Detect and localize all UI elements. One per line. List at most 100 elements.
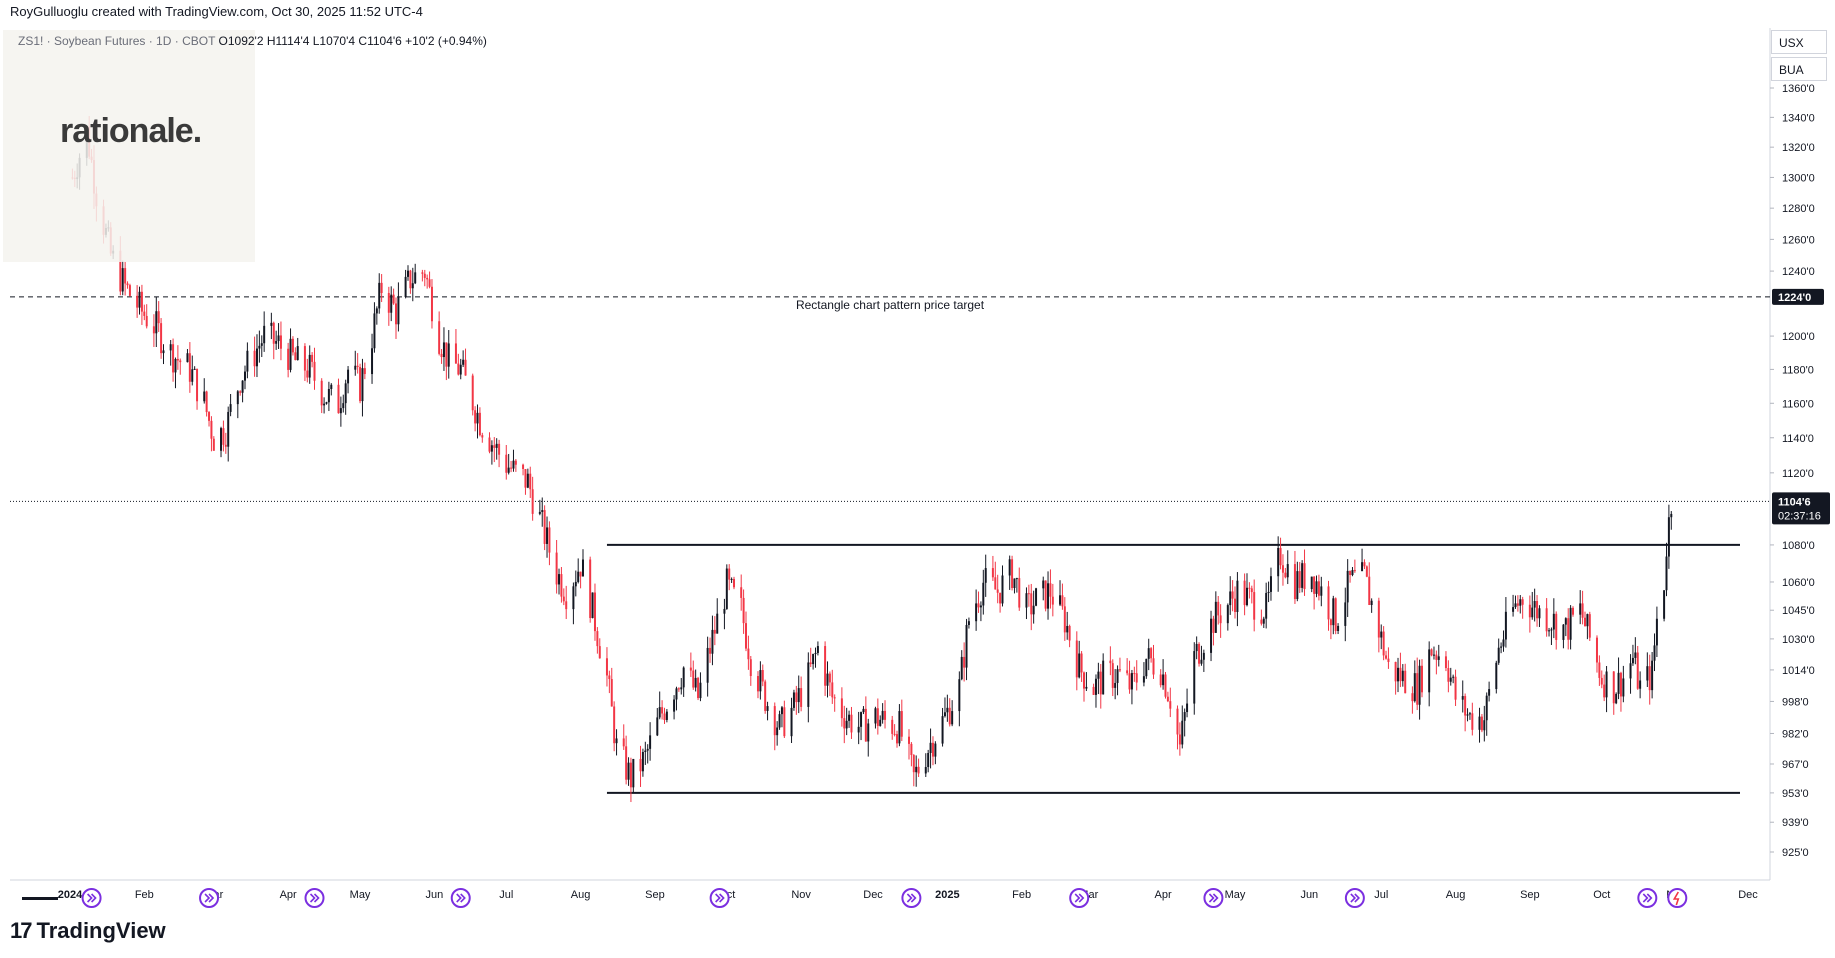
candle-body	[605, 658, 608, 676]
candle-body	[1502, 639, 1505, 647]
candle-body	[1401, 670, 1404, 682]
unit-selector[interactable]: BUA	[1771, 57, 1827, 81]
candle-body	[1236, 580, 1239, 612]
candle-body	[1186, 703, 1189, 713]
candle-body	[931, 742, 934, 757]
lightning-glyph	[1672, 891, 1680, 906]
candle-body	[982, 582, 985, 606]
candle-body	[1178, 734, 1181, 745]
candle-body	[896, 734, 899, 744]
candle-body	[994, 577, 997, 590]
candle-body	[665, 711, 668, 720]
candle-body	[152, 326, 155, 334]
candle-body	[867, 723, 870, 742]
candle-body	[442, 342, 445, 358]
candle-body	[713, 629, 716, 634]
candle-body	[1102, 660, 1105, 695]
candle-body	[1109, 660, 1112, 664]
candle-body	[797, 688, 800, 703]
candle-body	[457, 363, 460, 375]
candle-body	[320, 380, 323, 406]
candle-body	[193, 368, 196, 370]
candle-body	[1444, 656, 1447, 669]
candle-body	[169, 344, 172, 351]
candle-body	[915, 766, 918, 773]
candle-body	[428, 279, 431, 287]
price-tick-label: 953'0	[1782, 788, 1809, 800]
candle-body	[546, 527, 549, 544]
candle-body	[1068, 625, 1071, 641]
candle-body	[627, 762, 630, 780]
candle-body	[258, 345, 261, 349]
time-tick-label: Dec	[1738, 889, 1758, 901]
candle-body	[363, 368, 366, 375]
price-tick-label: 1014'0	[1782, 665, 1815, 677]
candle-body	[795, 692, 798, 703]
tradingview-logo[interactable]: 17 TradingView	[10, 918, 166, 944]
candle-body	[1583, 617, 1586, 627]
candle-body	[1428, 649, 1431, 693]
candle-body	[1353, 570, 1356, 572]
candle-body	[776, 727, 779, 736]
candle-body	[673, 699, 676, 712]
candle-body	[1648, 666, 1651, 691]
candle-body	[1260, 619, 1263, 624]
candle-body	[236, 391, 239, 405]
candle-body	[1202, 652, 1205, 660]
candle-body	[414, 272, 417, 284]
candle-body	[958, 679, 961, 712]
candle-body	[1162, 674, 1165, 686]
candle-body	[462, 359, 465, 365]
candle-body	[1094, 678, 1097, 695]
candle-body	[447, 343, 450, 367]
candle-body	[749, 659, 752, 677]
candle-body	[1346, 570, 1349, 603]
candle-body	[766, 706, 769, 711]
candle-body	[1437, 656, 1440, 660]
time-tick-label: 2024	[58, 889, 83, 901]
logo-watermark-box	[3, 30, 255, 262]
candle-body	[1622, 678, 1625, 697]
candle-body	[1231, 591, 1234, 599]
candle-body	[1116, 669, 1119, 683]
candle-body	[924, 767, 927, 774]
candle-body	[493, 445, 496, 448]
candle-body	[1519, 599, 1522, 606]
candle-body	[1320, 586, 1323, 596]
candle-body	[1495, 662, 1498, 690]
candle-body	[572, 586, 575, 610]
candle-body	[891, 719, 894, 734]
candle-body	[742, 597, 745, 624]
event-marker-glyph	[1642, 893, 1653, 903]
candle-body	[1449, 677, 1452, 682]
candle-body	[1152, 658, 1155, 675]
candle-body	[900, 711, 903, 737]
event-marker-glyph	[87, 893, 97, 903]
candle-body	[1317, 581, 1320, 596]
candle-body	[361, 368, 364, 402]
candle-body	[747, 648, 750, 660]
candle-body	[438, 321, 441, 354]
candle-body	[828, 673, 831, 683]
candle-body	[512, 460, 515, 469]
candle-body	[1176, 708, 1179, 735]
candle-body	[577, 571, 580, 582]
candle-body	[646, 748, 649, 751]
time-tick-label: Apr	[1155, 889, 1172, 901]
candle-body	[874, 708, 877, 724]
candle-body	[979, 605, 982, 608]
candle-body	[689, 667, 692, 671]
currency-selector[interactable]: USX	[1771, 30, 1827, 54]
candle-body	[229, 404, 232, 412]
candle-body	[773, 706, 776, 736]
candle-body	[277, 335, 280, 342]
candle-body	[522, 464, 525, 470]
candle-body	[663, 713, 666, 720]
candle-body	[272, 322, 275, 344]
candle-body	[814, 652, 817, 655]
candle-body	[1042, 580, 1045, 589]
candle-body	[1030, 593, 1033, 615]
candle-body	[999, 592, 1002, 604]
candle-body	[548, 527, 551, 553]
